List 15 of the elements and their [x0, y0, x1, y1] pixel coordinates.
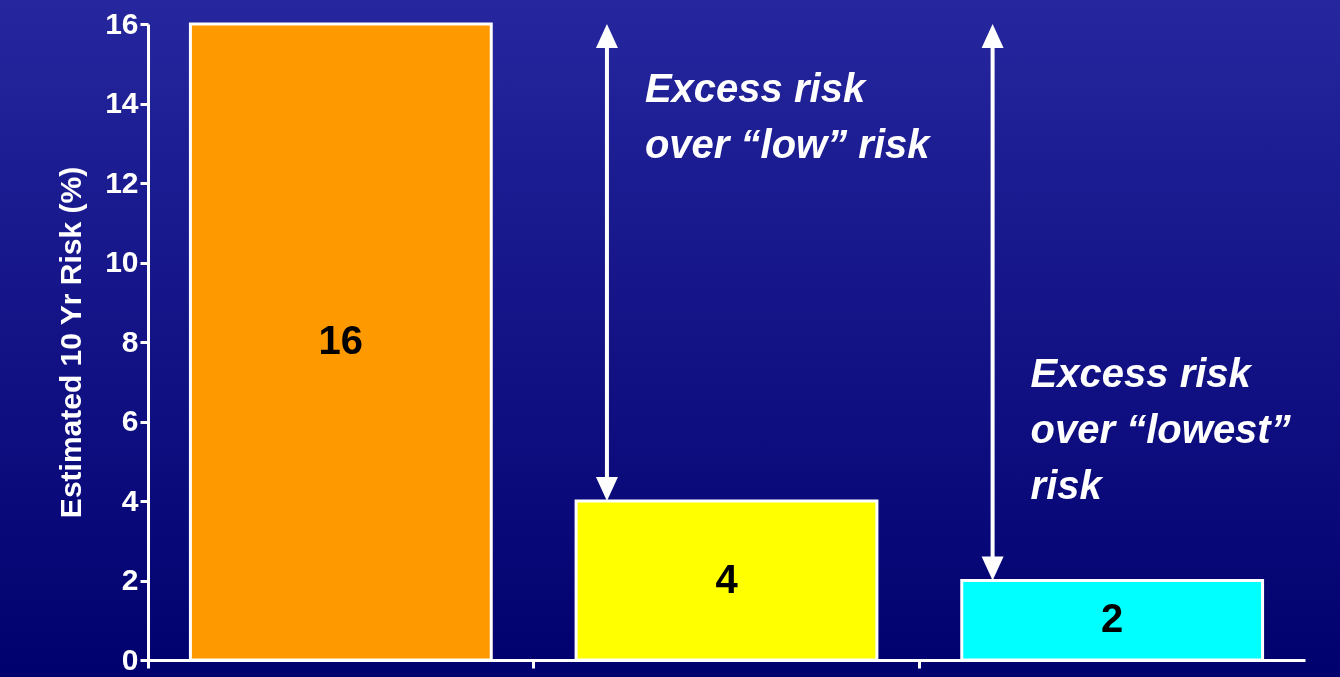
- y-tick-label: 6: [121, 404, 139, 437]
- y-tick-label: 8: [121, 324, 139, 358]
- y-tick-label: 2: [121, 563, 139, 596]
- y-tick-label: 14: [105, 86, 139, 119]
- y-tick-label: 16: [105, 6, 139, 40]
- data-label: 2: [1101, 596, 1124, 641]
- y-tick-label: 10: [105, 245, 139, 278]
- annotation: Excess risk over “lowest” risk: [1030, 350, 1292, 509]
- data-label: 4: [715, 556, 739, 601]
- y-tick-label: 0: [121, 642, 139, 676]
- y-tick-label: 4: [121, 483, 139, 517]
- annotation: Excess risk over “low” risk: [644, 65, 932, 168]
- data-label: 16: [318, 318, 364, 362]
- y-tick-label: 12: [105, 165, 139, 199]
- y-axis-title: Estimated 10 Yr Risk (%): [54, 166, 88, 519]
